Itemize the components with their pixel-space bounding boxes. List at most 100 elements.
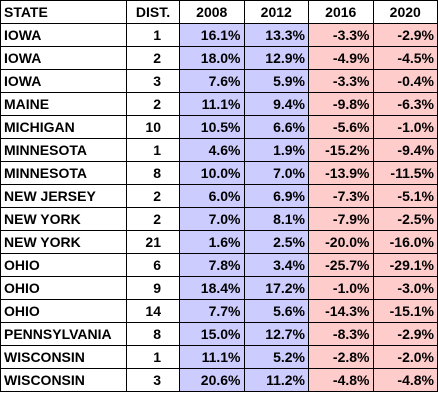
cell-2020: -15.1% — [372, 299, 438, 323]
cell-district: 2 — [126, 46, 180, 70]
cell-state: NEW YORK — [0, 207, 127, 231]
cell-2020: -2.9% — [372, 322, 438, 346]
cell-2020: -4.8% — [372, 368, 438, 392]
cell-2020: -2.5% — [372, 207, 438, 231]
cell-2012: 1.9% — [243, 138, 309, 162]
district-margin-table: STATE DIST. 2008 2012 2016 2020 IOWA 1 16.… — [0, 0, 438, 392]
header-2016: 2016 — [308, 0, 374, 24]
cell-2012: 9.4% — [243, 92, 309, 116]
cell-2008: 11.1% — [179, 92, 245, 116]
cell-2012: 5.9% — [243, 69, 309, 93]
table-row: MICHIGAN 10 10.5% 6.6% -5.6% -1.0% — [0, 115, 438, 139]
cell-2020: -11.5% — [372, 161, 438, 185]
cell-2012: 13.3% — [243, 23, 309, 47]
cell-2020: -2.9% — [372, 23, 438, 47]
table-row: WISCONSIN 3 20.6% 11.2% -4.8% -4.8% — [0, 368, 438, 392]
cell-2016: -2.8% — [308, 345, 374, 369]
cell-2016: -4.8% — [308, 368, 374, 392]
cell-2012: 17.2% — [243, 276, 309, 300]
cell-2008: 6.0% — [179, 184, 245, 208]
cell-2016: -5.6% — [308, 115, 374, 139]
cell-district: 1 — [126, 23, 180, 47]
cell-district: 2 — [126, 92, 180, 116]
cell-2012: 11.2% — [243, 368, 309, 392]
cell-2020: -6.3% — [372, 92, 438, 116]
cell-state: MICHIGAN — [0, 115, 127, 139]
cell-district: 3 — [126, 69, 180, 93]
header-2008: 2008 — [179, 0, 245, 24]
cell-2012: 12.7% — [243, 322, 309, 346]
cell-2008: 15.0% — [179, 322, 245, 346]
cell-2012: 2.5% — [243, 230, 309, 254]
cell-state: WISCONSIN — [0, 345, 127, 369]
cell-district: 6 — [126, 253, 180, 277]
cell-2016: -14.3% — [308, 299, 374, 323]
cell-2016: -8.3% — [308, 322, 374, 346]
cell-2020: -5.1% — [372, 184, 438, 208]
cell-district: 3 — [126, 368, 180, 392]
cell-2020: -4.5% — [372, 46, 438, 70]
cell-2008: 7.8% — [179, 253, 245, 277]
cell-2012: 6.9% — [243, 184, 309, 208]
cell-district: 8 — [126, 322, 180, 346]
cell-2016: -15.2% — [308, 138, 374, 162]
table-row: IOWA 3 7.6% 5.9% -3.3% -0.4% — [0, 69, 438, 93]
header-row: STATE DIST. 2008 2012 2016 2020 — [0, 0, 438, 24]
cell-district: 8 — [126, 161, 180, 185]
cell-2016: -4.9% — [308, 46, 374, 70]
cell-district: 21 — [126, 230, 180, 254]
table-row: IOWA 1 16.1% 13.3% -3.3% -2.9% — [0, 23, 438, 47]
cell-state: WISCONSIN — [0, 368, 127, 392]
table-row: MAINE 2 11.1% 9.4% -9.8% -6.3% — [0, 92, 438, 116]
cell-state: OHIO — [0, 276, 127, 300]
cell-2008: 1.6% — [179, 230, 245, 254]
cell-district: 1 — [126, 345, 180, 369]
cell-2016: -25.7% — [308, 253, 374, 277]
cell-district: 2 — [126, 207, 180, 231]
cell-district: 10 — [126, 115, 180, 139]
cell-2020: -3.0% — [372, 276, 438, 300]
cell-2008: 7.6% — [179, 69, 245, 93]
cell-2016: -13.9% — [308, 161, 374, 185]
table-row: MINNESOTA 1 4.6% 1.9% -15.2% -9.4% — [0, 138, 438, 162]
cell-2008: 18.4% — [179, 276, 245, 300]
cell-state: MINNESOTA — [0, 138, 127, 162]
cell-2012: 3.4% — [243, 253, 309, 277]
cell-state: NEW JERSEY — [0, 184, 127, 208]
cell-district: 14 — [126, 299, 180, 323]
cell-district: 9 — [126, 276, 180, 300]
cell-2012: 5.2% — [243, 345, 309, 369]
cell-2016: -20.0% — [308, 230, 374, 254]
cell-state: NEW YORK — [0, 230, 127, 254]
cell-2016: -1.0% — [308, 276, 374, 300]
header-2012: 2012 — [243, 0, 309, 24]
cell-2008: 11.1% — [179, 345, 245, 369]
table-row: OHIO 14 7.7% 5.6% -14.3% -15.1% — [0, 299, 438, 323]
cell-2016: -9.8% — [308, 92, 374, 116]
cell-2012: 8.1% — [243, 207, 309, 231]
cell-2008: 7.7% — [179, 299, 245, 323]
cell-state: MAINE — [0, 92, 127, 116]
cell-2020: -29.1% — [372, 253, 438, 277]
cell-2020: -2.0% — [372, 345, 438, 369]
cell-state: IOWA — [0, 46, 127, 70]
cell-district: 1 — [126, 138, 180, 162]
cell-state: IOWA — [0, 69, 127, 93]
header-district: DIST. — [126, 0, 180, 24]
header-state: STATE — [0, 0, 127, 24]
cell-2012: 12.9% — [243, 46, 309, 70]
table-body: IOWA 1 16.1% 13.3% -3.3% -2.9% IOWA 2 18.0% 12.9%… — [0, 23, 438, 392]
cell-2020: -16.0% — [372, 230, 438, 254]
cell-state: IOWA — [0, 23, 127, 47]
cell-state: OHIO — [0, 253, 127, 277]
table-row: IOWA 2 18.0% 12.9% -4.9% -4.5% — [0, 46, 438, 70]
table-row: NEW YORK 21 1.6% 2.5% -20.0% -16.0% — [0, 230, 438, 254]
cell-2012: 6.6% — [243, 115, 309, 139]
cell-2016: -7.9% — [308, 207, 374, 231]
cell-2020: -0.4% — [372, 69, 438, 93]
table-row: OHIO 6 7.8% 3.4% -25.7% -29.1% — [0, 253, 438, 277]
cell-2008: 20.6% — [179, 368, 245, 392]
cell-2020: -9.4% — [372, 138, 438, 162]
cell-2008: 4.6% — [179, 138, 245, 162]
